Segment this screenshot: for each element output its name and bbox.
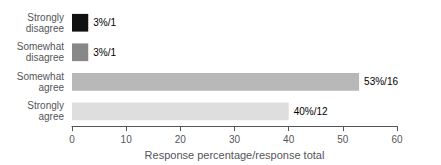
svg-text:20: 20: [175, 134, 187, 145]
svg-text:Strongly: Strongly: [27, 100, 64, 111]
svg-text:10: 10: [121, 134, 133, 145]
svg-text:50: 50: [337, 134, 349, 145]
svg-text:agree: agree: [38, 111, 64, 122]
svg-text:Somewhat: Somewhat: [17, 41, 64, 52]
svg-text:Strongly: Strongly: [27, 12, 64, 23]
svg-text:agree: agree: [38, 82, 64, 93]
svg-text:3%/1: 3%/1: [93, 47, 116, 58]
svg-text:Response percentage/response t: Response percentage/response total: [145, 149, 325, 161]
svg-text:53%/16: 53%/16: [364, 76, 398, 87]
svg-text:disagree: disagree: [26, 23, 65, 34]
svg-text:3%/1: 3%/1: [93, 17, 116, 28]
svg-text:Somewhat: Somewhat: [17, 71, 64, 82]
svg-text:30: 30: [229, 134, 241, 145]
svg-text:0: 0: [69, 134, 75, 145]
svg-text:40%/12: 40%/12: [294, 106, 328, 117]
svg-text:60: 60: [391, 134, 403, 145]
svg-text:disagree: disagree: [26, 52, 65, 63]
svg-text:40: 40: [283, 134, 295, 145]
